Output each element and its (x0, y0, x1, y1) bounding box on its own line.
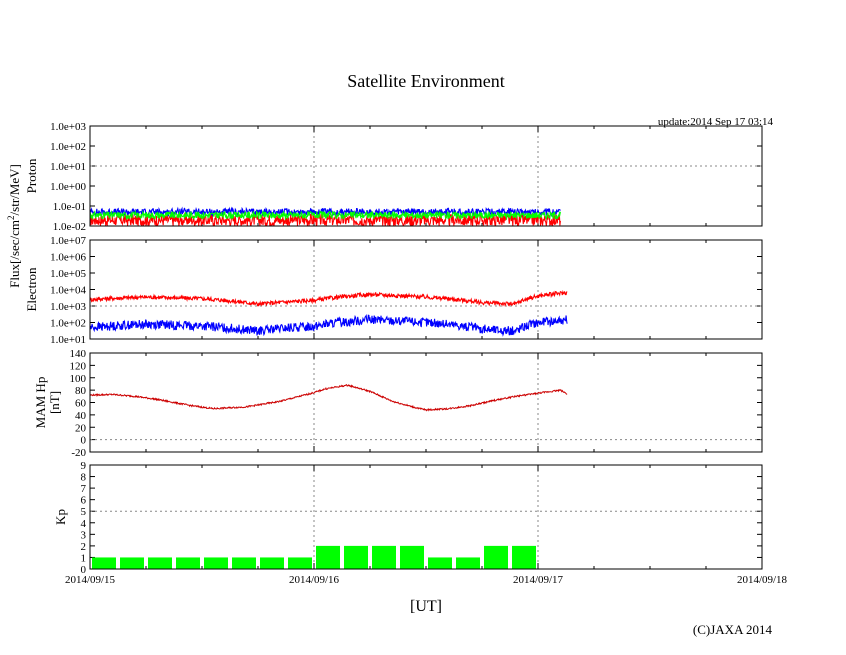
y-tick-label: 4 (81, 518, 87, 530)
kp-bar (120, 557, 144, 569)
y-tick-label: 6 (81, 495, 87, 507)
y-tick-label: 40 (75, 410, 87, 422)
kp-bar (428, 557, 452, 569)
y-tick-label: 1.0e+04 (50, 285, 86, 297)
kp-bar (92, 557, 116, 569)
x-axis-label: [UT] (410, 598, 442, 615)
series-line-1 (90, 289, 568, 307)
series-line-3 (90, 209, 561, 221)
y-tick-label: 60 (75, 398, 87, 410)
kp-bar (232, 557, 256, 569)
y-tick-label: 100 (70, 373, 87, 385)
series-group (90, 384, 568, 412)
panel-ylabel-units: [nT] (47, 391, 62, 414)
y-tick-label: 1.0e+03 (50, 301, 86, 313)
y-tick-label: 5 (81, 506, 87, 518)
panel-electron: 1.0e+01 1.0e+02 1.0e+03 1.0e+04 1.0e+05 1.0e+… (24, 235, 763, 346)
y-tick-label: 20 (75, 422, 87, 434)
panel-ylabel: Electron (24, 267, 39, 312)
y-tick-label: 3 (81, 529, 87, 541)
y-tick-label: 120 (70, 360, 87, 372)
y-tick-label: 1.0e+06 (50, 252, 86, 264)
x-tick-label: 2014/09/15 (65, 574, 116, 586)
y-tick-label: -20 (71, 447, 86, 459)
x-tick-label: 2014/09/16 (289, 574, 340, 586)
chart-title: Satellite Environment (347, 71, 504, 91)
panel-frame (89, 464, 763, 570)
y-tick-label: 1.0e+03 (50, 121, 86, 133)
kp-bar (372, 545, 396, 569)
y-tick-label: 80 (75, 385, 87, 397)
series-line-1 (90, 212, 561, 226)
panel-proton: 1.0e-02 1.0e-01 1.0e+00 1.0e+01 1.0e+02 1.0e+… (24, 121, 763, 233)
kp-bar (400, 545, 424, 569)
y-tick-label: 1.0e+02 (50, 141, 86, 153)
kp-bar (456, 557, 480, 569)
y-tick-label: 0 (81, 435, 87, 447)
copyright: (C)JAXA 2014 (693, 622, 773, 637)
kp-bar (288, 557, 312, 569)
kp-bar (148, 557, 172, 569)
panel-ylabel: Proton (24, 158, 39, 193)
kp-bar (204, 557, 228, 569)
panel-frame (89, 352, 763, 453)
series-group (90, 206, 561, 226)
kp-bar (316, 545, 340, 569)
y-tick-label: 1 (81, 552, 87, 564)
y-tick-label: 0 (81, 564, 87, 576)
kp-bar (484, 545, 508, 569)
series-group (92, 545, 536, 569)
y-tick-label: 1.0e+07 (50, 235, 86, 247)
kp-bar (344, 545, 368, 569)
y-tick-label: 1.0e+02 (50, 318, 86, 330)
series-line-2 (90, 206, 561, 218)
kp-bar (260, 557, 284, 569)
shared-flux-ylabel: Flux[/sec/cm2/str/MeV] (6, 164, 22, 288)
x-tick-label: 2014/09/17 (513, 574, 564, 586)
y-tick-label: 2 (81, 541, 87, 553)
y-tick-label: 140 (70, 348, 87, 360)
y-tick-label: 1.0e-02 (53, 221, 86, 233)
y-tick-label: 9 (81, 460, 87, 472)
y-tick-label: 1.0e+05 (50, 268, 86, 280)
panel-frame (89, 125, 763, 227)
y-tick-label: 7 (81, 483, 87, 495)
panel-ylabel: MAM Hp (33, 377, 48, 429)
kp-bar (512, 545, 536, 569)
panel-frame (89, 239, 763, 340)
update-timestamp: update:2014 Sep 17 03:14 (658, 116, 774, 128)
panel-ylabel: Kp (53, 509, 68, 525)
series-line-1 (90, 384, 568, 412)
plot-panels: 1.0e-021.0e-011.0e+001.0e+011.0e+021.0e+… (24, 121, 788, 586)
series-line-2 (90, 313, 568, 337)
x-tick-label: 2014/09/18 (737, 574, 788, 586)
y-tick-label: 8 (81, 472, 87, 484)
y-tick-label: 1.0e+01 (50, 334, 86, 346)
y-tick-label: 1.0e-01 (53, 201, 86, 213)
kp-bar (176, 557, 200, 569)
y-tick-label: 1.0e+00 (50, 181, 86, 193)
series-group (90, 289, 568, 337)
y-tick-label: 1.0e+01 (50, 161, 86, 173)
